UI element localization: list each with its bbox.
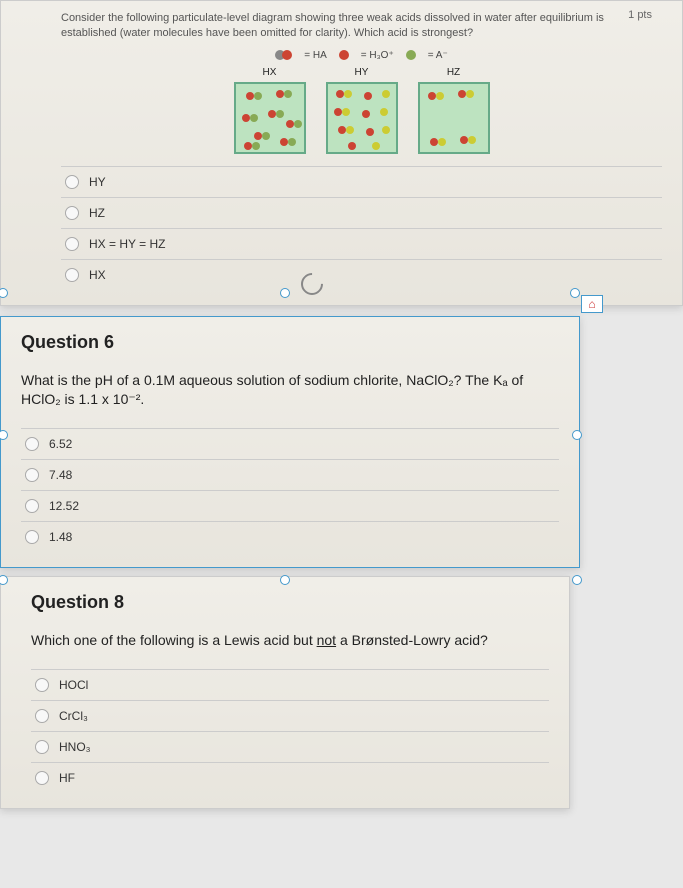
option-text: HX = HY = HZ: [89, 237, 165, 251]
diagram-row: HX HY: [61, 67, 662, 154]
q6-option-2[interactable]: 12.52: [21, 490, 559, 521]
box-hx-label: HX: [234, 67, 306, 78]
q6-option-0[interactable]: 6.52: [21, 428, 559, 459]
selection-handle[interactable]: [280, 288, 290, 298]
box-hx: [234, 82, 306, 154]
points-label: 1 pts: [628, 9, 652, 21]
radio-icon: [35, 740, 49, 754]
option-text: HOCl: [59, 678, 88, 692]
option-text: HF: [59, 771, 75, 785]
selection-handle[interactable]: [572, 575, 582, 585]
legend-a: = A⁻: [428, 50, 448, 61]
legend: = HA = H₃O⁺ = A⁻: [61, 50, 662, 61]
radio-icon: [35, 709, 49, 723]
q6-option-1[interactable]: 7.48: [21, 459, 559, 490]
q8-option-0[interactable]: HOCl: [31, 669, 549, 700]
q5-option-3[interactable]: HX: [61, 259, 662, 290]
radio-icon: [35, 771, 49, 785]
option-text: 7.48: [49, 468, 72, 482]
selection-handle[interactable]: [572, 430, 582, 440]
q8-text-pre: Which one of the following is a Lewis ac…: [31, 632, 317, 648]
radio-icon: [65, 175, 79, 189]
box-hy: [326, 82, 398, 154]
radio-icon: [65, 237, 79, 251]
q5-option-0[interactable]: HY: [61, 166, 662, 197]
q6-text: What is the pH of a 0.1M aqueous solutio…: [21, 371, 559, 410]
q5-prompt: Consider the following particulate-level…: [61, 11, 662, 42]
legend-ha: = HA: [304, 50, 327, 61]
selection-handle[interactable]: [570, 288, 580, 298]
option-text: HNO₃: [59, 740, 91, 754]
radio-icon: [65, 206, 79, 220]
radio-icon: [25, 530, 39, 544]
selection-handle[interactable]: [280, 575, 290, 585]
q6-option-3[interactable]: 1.48: [21, 521, 559, 552]
radio-icon: [25, 468, 39, 482]
q8-option-3[interactable]: HF: [31, 762, 549, 793]
question-5: 1 pts Consider the following particulate…: [0, 0, 683, 306]
radio-icon: [35, 678, 49, 692]
box-hz: [418, 82, 490, 154]
paste-options-icon[interactable]: ⌂: [581, 295, 603, 313]
q8-option-1[interactable]: CrCl₃: [31, 700, 549, 731]
option-text: HY: [89, 175, 106, 189]
box-hz-label: HZ: [418, 67, 490, 78]
box-hy-label: HY: [326, 67, 398, 78]
q8-text-not: not: [317, 632, 336, 648]
q8-text-post: a Brønsted-Lowry acid?: [336, 632, 488, 648]
question-6: Question 6 What is the pH of a 0.1M aque…: [0, 316, 580, 568]
option-text: CrCl₃: [59, 709, 88, 723]
option-text: 1.48: [49, 530, 72, 544]
radio-icon: [65, 268, 79, 282]
option-text: 6.52: [49, 437, 72, 451]
q8-title: Question 8: [31, 592, 549, 613]
q5-option-1[interactable]: HZ: [61, 197, 662, 228]
option-text: HZ: [89, 206, 105, 220]
q6-title: Question 6: [21, 332, 559, 353]
radio-icon: [25, 437, 39, 451]
option-text: 12.52: [49, 499, 79, 513]
radio-icon: [25, 499, 39, 513]
option-text: HX: [89, 268, 106, 282]
question-8: Question 8 Which one of the following is…: [0, 576, 570, 809]
q5-option-2[interactable]: HX = HY = HZ: [61, 228, 662, 259]
q8-text: Which one of the following is a Lewis ac…: [31, 631, 549, 651]
legend-h3o: = H₃O⁺: [361, 50, 394, 61]
q8-option-2[interactable]: HNO₃: [31, 731, 549, 762]
